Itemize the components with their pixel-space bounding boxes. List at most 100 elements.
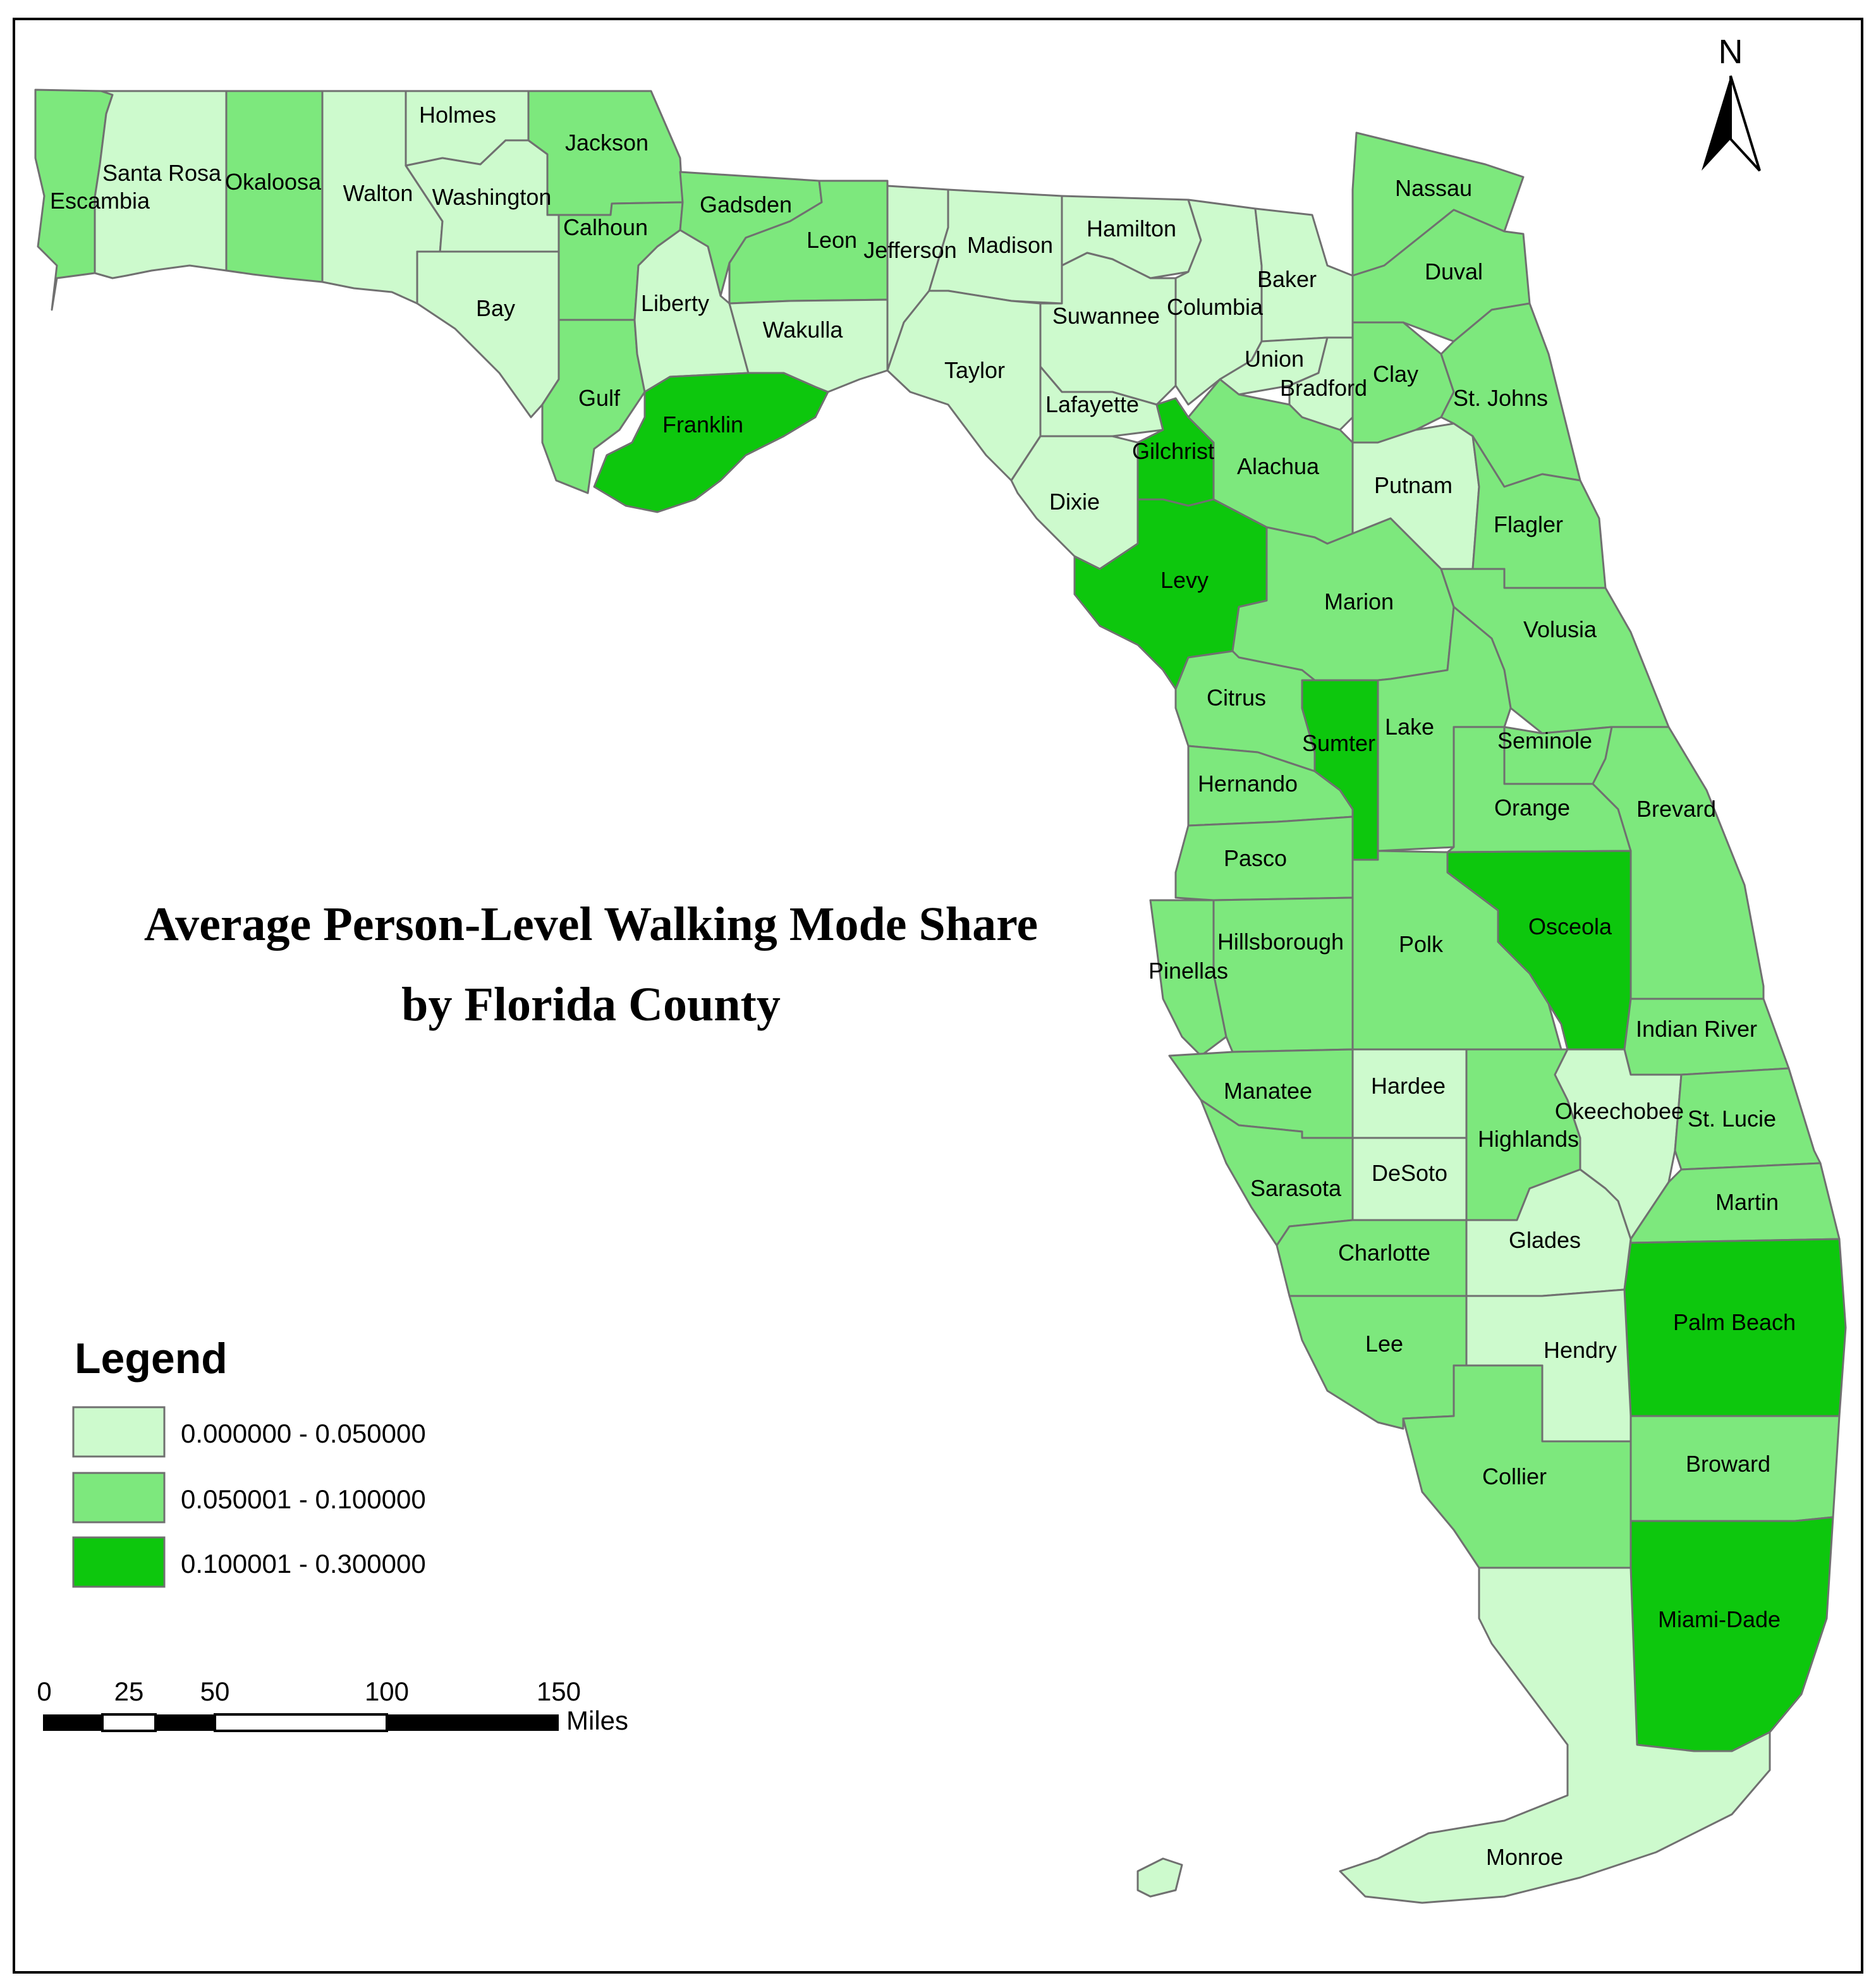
- county-label: Jefferson: [863, 237, 956, 263]
- county-label: Indian River: [1636, 1016, 1757, 1042]
- county-label: Volusia: [1523, 616, 1597, 642]
- county-label: Suwannee: [1052, 303, 1160, 329]
- county-label: Madison: [967, 232, 1053, 258]
- county-label: Alachua: [1237, 453, 1320, 479]
- county-label: DeSoto: [1372, 1160, 1447, 1186]
- county-label: Glades: [1509, 1227, 1581, 1253]
- county-label: Jackson: [565, 130, 649, 156]
- county-label: Osceola: [1528, 913, 1612, 939]
- county-label: Flagler: [1494, 511, 1563, 537]
- legend-swatch-2: [72, 1472, 166, 1524]
- county-monroe: [1339, 1567, 1771, 1904]
- county-osceola: [1446, 850, 1632, 1051]
- scale-tick-50: 50: [200, 1677, 230, 1706]
- scale-tick-100: 100: [365, 1677, 409, 1706]
- county-wakulla: [728, 298, 889, 393]
- county-label: Gilchrist: [1132, 438, 1214, 464]
- legend-swatch-3: [72, 1536, 166, 1588]
- county-label: Escambia: [50, 188, 150, 214]
- county-label: Orange: [1494, 795, 1570, 821]
- county-label: Sarasota: [1250, 1175, 1342, 1201]
- county-label: Hamilton: [1087, 216, 1176, 241]
- legend-label-3: 0.100001 - 0.300000: [181, 1549, 426, 1579]
- county-label: Polk: [1399, 931, 1444, 957]
- scale-tick-0: 0: [37, 1677, 51, 1706]
- county-label: Miami-Dade: [1658, 1606, 1781, 1632]
- county-label: Okaloosa: [225, 169, 322, 195]
- scale-tick-25: 25: [114, 1677, 144, 1706]
- county-label: Liberty: [641, 290, 709, 316]
- scale-seg-1: [43, 1714, 102, 1731]
- county-label: Washington: [432, 184, 552, 210]
- legend-swatch-1: [72, 1406, 166, 1458]
- county-label: Wakulla: [763, 317, 844, 343]
- legend-label-2: 0.050001 - 0.100000: [181, 1484, 426, 1514]
- county-clay: [1351, 321, 1455, 444]
- north-arrow-icon: [1702, 76, 1731, 171]
- county-label: Hendry: [1544, 1337, 1617, 1363]
- county-label: Levy: [1160, 567, 1209, 593]
- scale-bar: 0 25 50 100 150 Miles: [37, 1677, 628, 1735]
- county-label: Monroe: [1486, 1844, 1563, 1870]
- county-label: Putnam: [1374, 472, 1453, 498]
- county-label: Seminole: [1497, 728, 1592, 754]
- county-label: Pinellas: [1148, 958, 1228, 984]
- county-label: Baker: [1257, 266, 1317, 292]
- county-label: Clay: [1373, 361, 1418, 387]
- county-label: Brevard: [1636, 796, 1716, 822]
- county-label: Gulf: [578, 385, 621, 411]
- scale-seg-5: [387, 1714, 559, 1731]
- county-label: Walton: [343, 180, 413, 206]
- county-label: Hillsborough: [1217, 929, 1344, 955]
- legend-label-1: 0.000000 - 0.050000: [181, 1419, 426, 1448]
- county-label: Marion: [1324, 589, 1394, 614]
- county-label: Martin: [1715, 1189, 1779, 1215]
- county-label: Hernando: [1198, 771, 1298, 797]
- scale-unit: Miles: [566, 1706, 628, 1735]
- scale-seg-2: [101, 1713, 157, 1732]
- county-label: Charlotte: [1338, 1240, 1430, 1266]
- county-label: Okeechobee: [1555, 1098, 1684, 1124]
- county-label: Holmes: [419, 102, 496, 128]
- county-label: Lake: [1385, 714, 1434, 740]
- county-label: Palm Beach: [1673, 1309, 1796, 1335]
- county-label: St. Johns: [1453, 385, 1548, 411]
- county-label: Taylor: [944, 357, 1005, 383]
- county-lake: [1377, 606, 1512, 852]
- county-label: Collier: [1482, 1463, 1547, 1489]
- county-label: Manatee: [1224, 1078, 1312, 1104]
- legend-title: Legend: [75, 1335, 228, 1383]
- county-label: Sumter: [1302, 730, 1375, 756]
- county-shapes: [34, 89, 1847, 1904]
- scale-seg-4: [214, 1713, 388, 1732]
- county-label: Pasco: [1224, 845, 1287, 871]
- monroe-island: [1136, 1857, 1183, 1898]
- county-label: Dixie: [1049, 489, 1100, 515]
- county-label: Columbia: [1167, 294, 1264, 320]
- county-label: Leon: [807, 227, 857, 253]
- scale-tick-150: 150: [537, 1677, 581, 1706]
- county-label: Lafayette: [1045, 391, 1139, 417]
- county-label: Franklin: [662, 412, 743, 437]
- county-suwannee: [1039, 252, 1177, 406]
- map-title-line1: Average Person-Level Walking Mode Share: [144, 898, 1038, 951]
- county-label: Nassau: [1395, 175, 1472, 201]
- county-label: Bradford: [1280, 375, 1367, 401]
- county-label: Duval: [1425, 259, 1483, 284]
- county-label: Gadsden: [700, 192, 792, 217]
- north-label: N: [1719, 33, 1743, 71]
- county-label: Bay: [476, 295, 515, 321]
- north-arrow-icon-outline: [1729, 75, 1761, 172]
- map-title-line2: by Florida County: [401, 978, 781, 1031]
- north-arrow: N: [1702, 33, 1761, 172]
- county-label: Hardee: [1371, 1073, 1446, 1099]
- county-label: Broward: [1686, 1451, 1770, 1477]
- scale-seg-3: [155, 1714, 215, 1731]
- county-label: Highlands: [1478, 1126, 1579, 1152]
- county-label: Calhoun: [563, 214, 648, 240]
- legend: Legend 0.000000 - 0.050000 0.050001 - 0.…: [72, 1335, 426, 1588]
- county-label: Lee: [1365, 1331, 1403, 1357]
- county-label: Union: [1245, 346, 1304, 372]
